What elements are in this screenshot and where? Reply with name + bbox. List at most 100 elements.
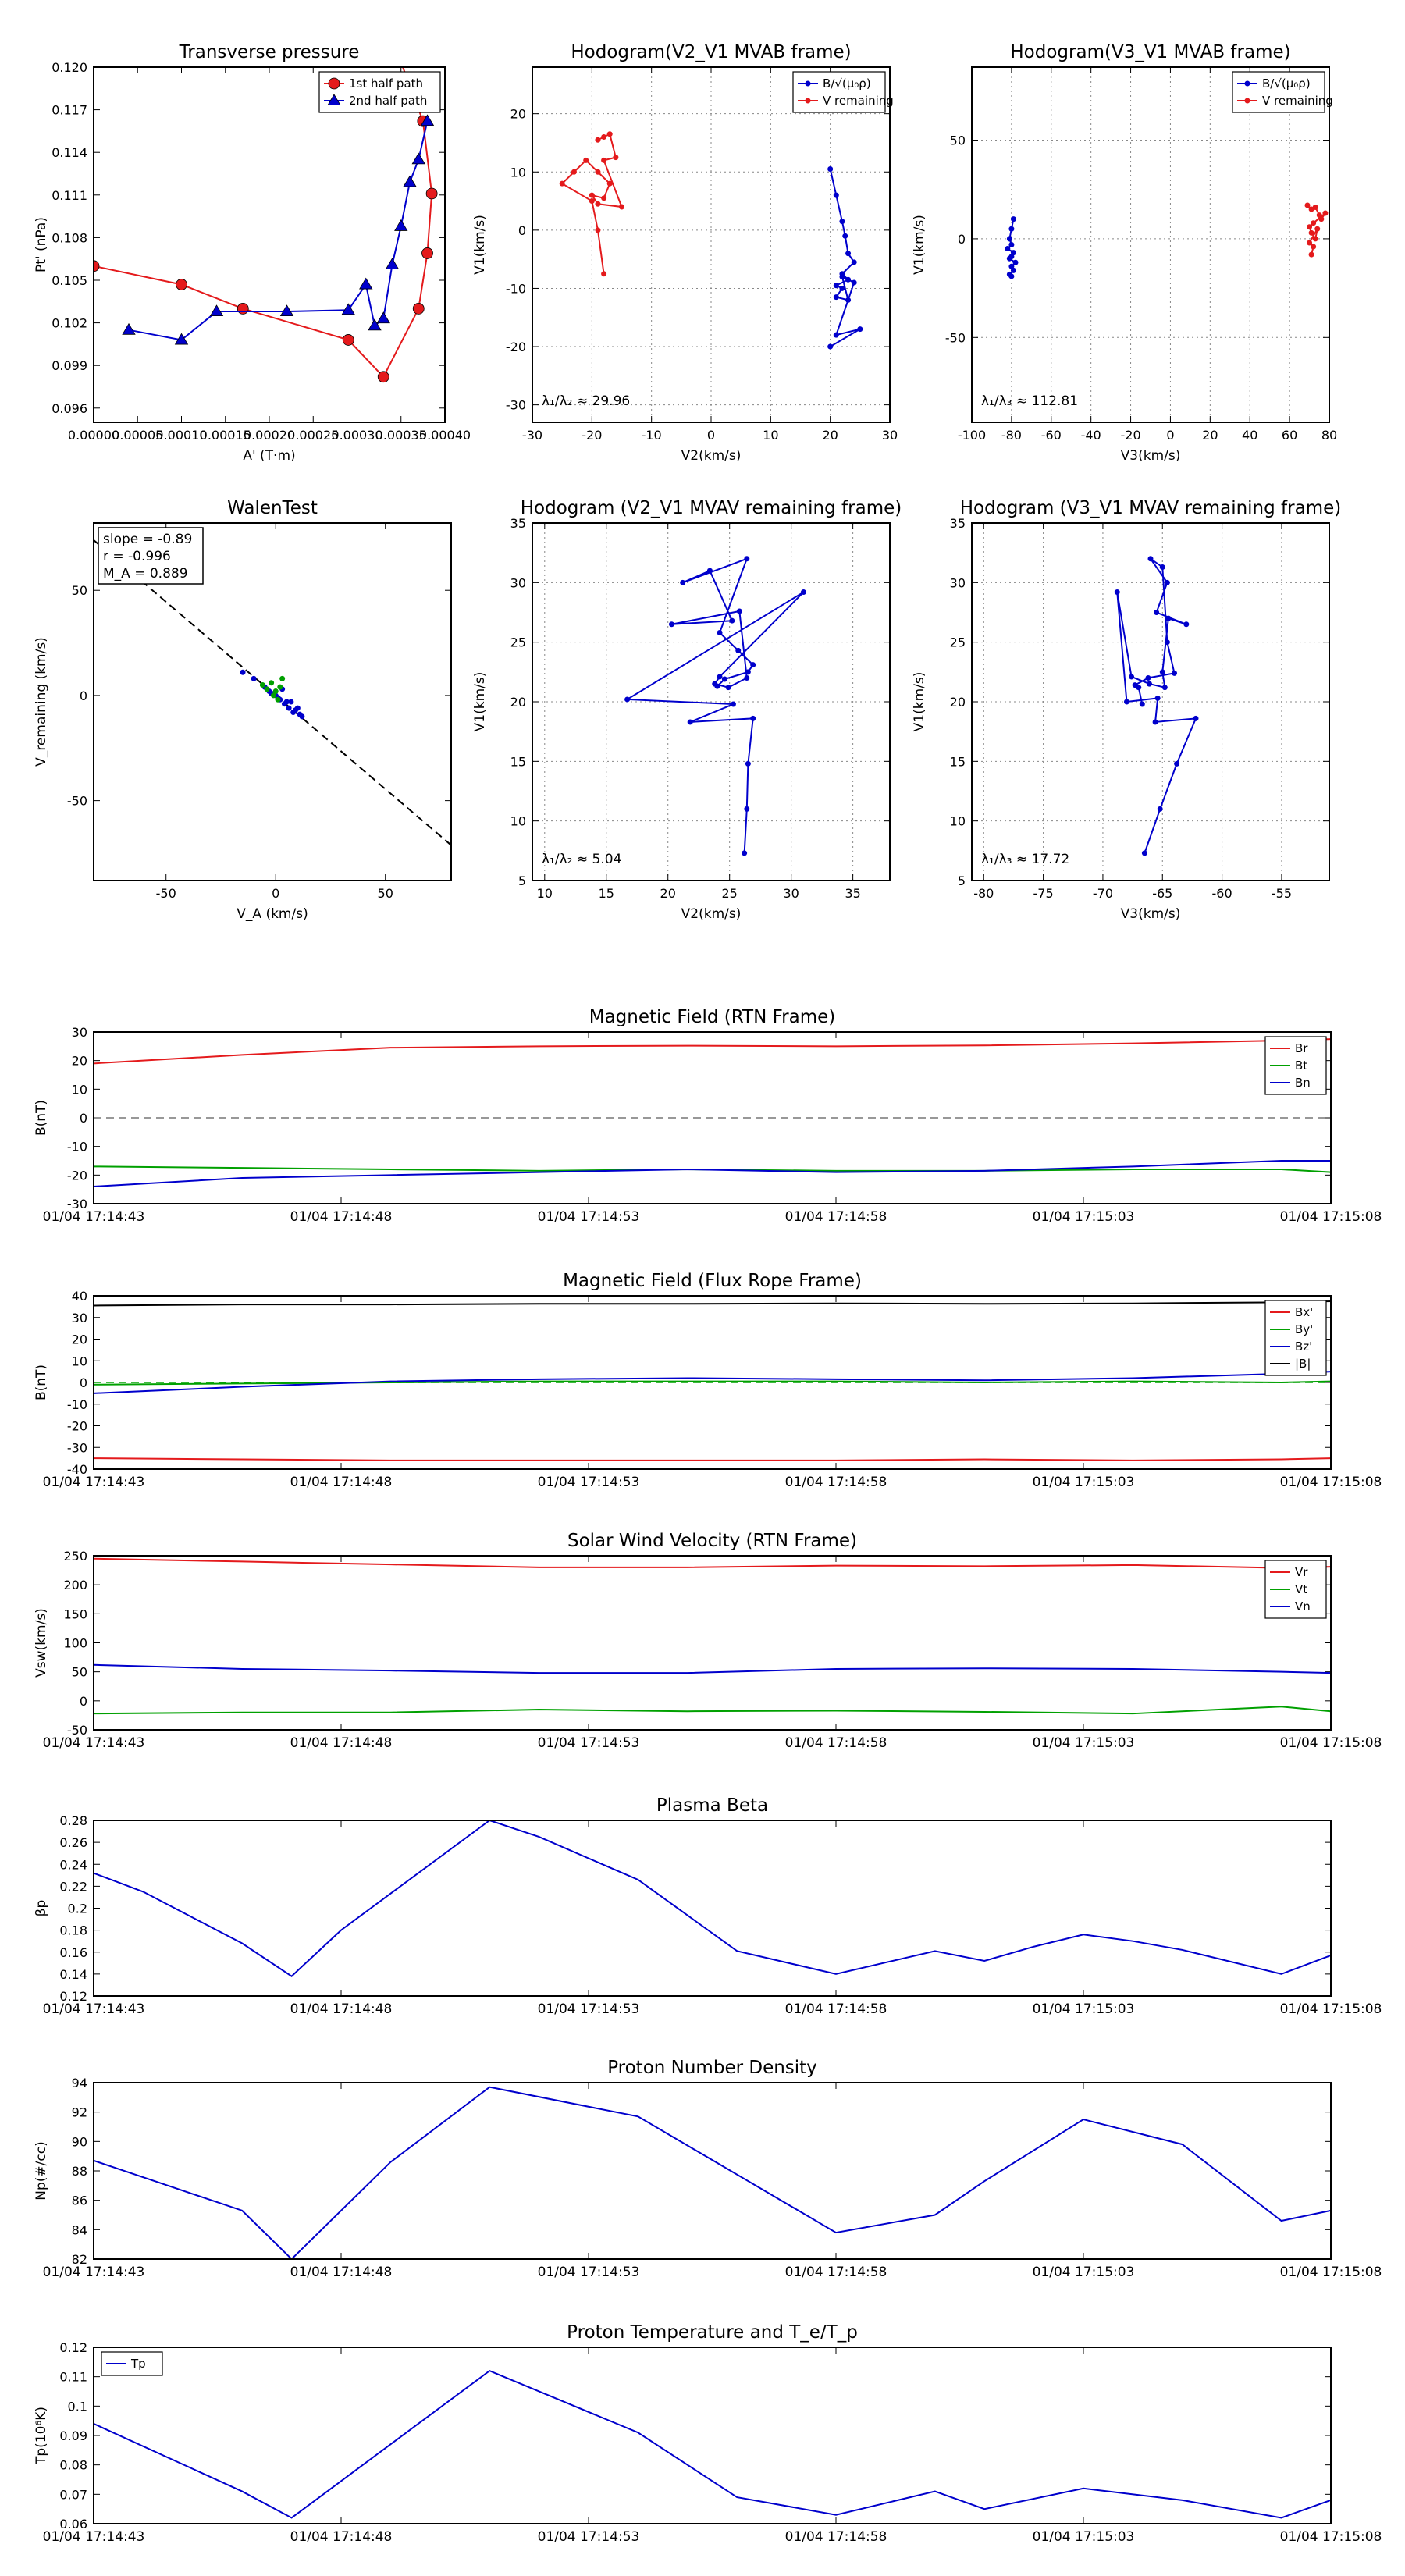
series-line (94, 1038, 1331, 1065)
legend: B/√(μ₀ρ) V remaining (792, 71, 894, 113)
data-point (275, 696, 281, 703)
legend-box (318, 71, 441, 113)
data-point (283, 699, 290, 705)
x-tick-label: -20 (582, 428, 602, 443)
data-point (240, 669, 246, 675)
data-point (1164, 579, 1170, 585)
data-point (583, 157, 589, 163)
data-point (1165, 615, 1172, 621)
y-tick-label: 0 (958, 232, 966, 247)
x-tick-label: 0.00000 (68, 428, 119, 443)
data-point (851, 279, 857, 286)
legend-label: 2nd half path (349, 94, 427, 108)
legend-label: Br (1295, 1041, 1308, 1055)
triangle-marker (403, 175, 417, 187)
chart-pnd: Proton Number Density 01/04 17:14:43 01/04… (34, 2058, 1382, 2280)
data-point (277, 684, 283, 690)
data-point (1157, 806, 1163, 812)
y-tick-label: 10 (510, 165, 526, 180)
x-tick-label: 0 (707, 428, 715, 443)
chart-ptp: Proton Temperature and T_e/T_p 01/04 17:1… (34, 2322, 1382, 2545)
x-axis-label: V3(km/s) (1121, 906, 1181, 922)
data-point (589, 192, 595, 198)
x-tick-label: 01/04 17:14:53 (538, 2529, 640, 2545)
x-tick-label: 01/04 17:14:58 (785, 1735, 887, 1751)
data-point (1114, 589, 1120, 596)
y-tick-label: 0.117 (52, 103, 87, 118)
stats-line: M_A = 0.889 (103, 566, 188, 582)
data-point (668, 621, 674, 628)
y-tick-label: 50 (72, 583, 87, 598)
x-tick-label: 01/04 17:15:03 (1033, 2265, 1135, 2280)
x-tick-label: 01/04 17:14:58 (785, 1475, 887, 1490)
y-tick-label: 0.22 (59, 1879, 87, 1894)
circle-marker (342, 334, 354, 346)
data-point (1136, 685, 1142, 691)
y-tick-label: 15 (950, 754, 966, 769)
data-point (1123, 699, 1129, 705)
data-point (736, 608, 742, 614)
data-point (1172, 670, 1178, 676)
y-axis-label: B(nT) (34, 1100, 49, 1136)
data-point (827, 343, 834, 350)
data-point (1314, 226, 1321, 232)
axes-frame (971, 522, 1330, 881)
data-point (827, 166, 834, 173)
series-line (94, 1820, 1331, 1977)
x-tick-label: 35 (845, 886, 860, 901)
data-point (750, 662, 756, 668)
triangle-marker (279, 304, 294, 317)
data-point (1312, 236, 1318, 242)
y-tick-label: 30 (510, 575, 526, 590)
data-point (744, 556, 750, 562)
x-tick-label: 01/04 17:14:43 (43, 2001, 145, 2017)
data-point (1008, 273, 1015, 279)
legend-label: |B| (1295, 1357, 1311, 1371)
data-point (595, 169, 601, 175)
triangle-marker (385, 258, 400, 269)
y-axis-label: V1(km/s) (912, 672, 927, 732)
y-tick-label: 20 (72, 1054, 87, 1069)
chart-title: Hodogram(V2_V1 MVAB frame) (571, 42, 851, 62)
circle-marker (328, 77, 340, 90)
circle-marker (237, 302, 249, 315)
legend: 1st half path 2nd half path (318, 71, 441, 113)
y-tick-label: 0.102 (52, 316, 87, 331)
y-tick-label: 10 (950, 814, 966, 829)
x-tick-label: -10 (642, 428, 662, 443)
series-line (624, 557, 805, 853)
series-vr (94, 1557, 1331, 1569)
y-axis-label: V1(km/s) (472, 672, 488, 732)
x-tick-label: 01/04 17:14:58 (785, 1209, 887, 1225)
data-point (293, 707, 299, 713)
plot-area (94, 2086, 1331, 2259)
plot-area (94, 67, 438, 383)
y-tick-label: 0.099 (52, 358, 87, 373)
x-tick-label: 01/04 17:15:03 (1033, 1735, 1135, 1751)
series-2nd-half-path (122, 114, 435, 345)
data-point (1161, 685, 1168, 691)
plot-area (94, 1820, 1331, 1977)
x-tick-label: 0.00040 (419, 428, 471, 443)
series-v-remaining (1304, 202, 1329, 258)
y-tick-label: 5 (958, 873, 966, 888)
data-point (805, 98, 811, 104)
x-tick-label: 01/04 17:15:03 (1033, 2529, 1135, 2545)
y-tick-label: -40 (67, 1462, 87, 1477)
data-point (833, 294, 839, 301)
x-tick-label: 0.00030 (331, 428, 382, 443)
y-tick-label: 250 (63, 1549, 87, 1564)
y-tick-label: 88 (72, 2164, 87, 2179)
y-axis-label: V_remaining (km/s) (34, 637, 49, 767)
data-point (851, 259, 857, 265)
data-point (595, 227, 601, 233)
x-tick-label: 01/04 17:14:43 (43, 2529, 145, 2545)
data-point (833, 332, 839, 338)
series-line (94, 1663, 1331, 1674)
data-point (687, 719, 693, 725)
plot-area (94, 1557, 1331, 1715)
data-point (1154, 695, 1161, 701)
axes-frame (532, 66, 891, 423)
data-point (297, 711, 303, 717)
y-tick-label: 0.26 (59, 1835, 87, 1850)
